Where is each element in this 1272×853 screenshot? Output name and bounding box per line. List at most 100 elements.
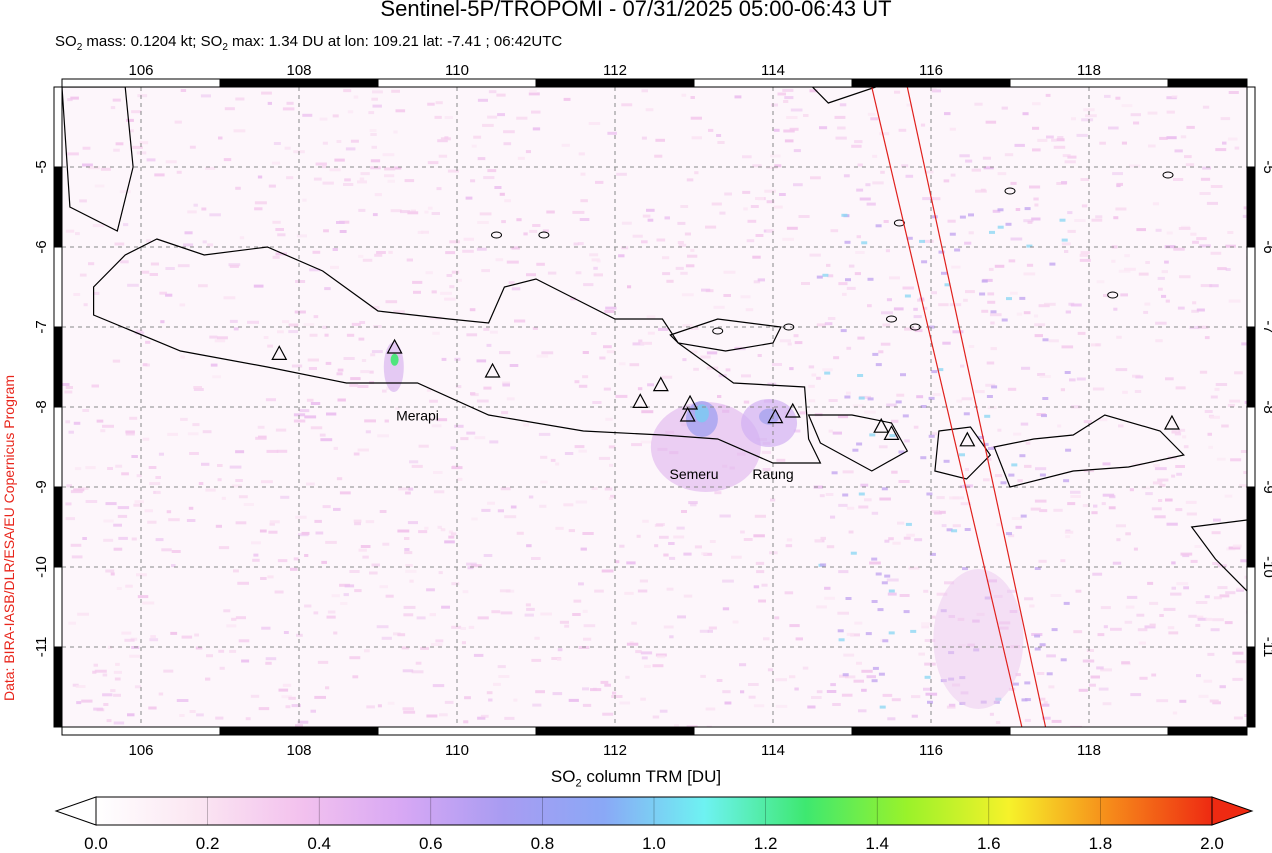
coastline	[934, 426, 992, 480]
colorbar-tick-label: 1.2	[754, 834, 778, 853]
volcano-icon	[873, 417, 890, 433]
lat-tick-label-left: -7	[33, 320, 50, 333]
island	[909, 323, 921, 331]
colorbar-tick-label: 0.0	[84, 834, 108, 853]
island	[1107, 291, 1119, 299]
so2-field	[62, 88, 1247, 727]
frame-bar	[535, 78, 695, 88]
colorbar-tick-label: 0.2	[196, 834, 220, 853]
swath-edge-line	[906, 87, 1047, 727]
colorbar-label-sub: 2	[575, 777, 582, 790]
lon-tick-label-top: 114	[761, 62, 785, 79]
lat-tick-label-right: -7	[1260, 320, 1272, 333]
volcano-icon	[682, 394, 699, 410]
lon-tick-label-top: 110	[445, 62, 469, 79]
lat-tick-label-left: -8	[33, 400, 50, 413]
coastline	[993, 414, 1185, 488]
frame-bar	[53, 486, 63, 568]
colorbar-min-arrow	[54, 796, 97, 826]
island	[1162, 171, 1174, 179]
colorbar-tick-label: 2.0	[1200, 834, 1224, 853]
volcano-label: Raung	[752, 466, 793, 482]
frame-bar	[1246, 406, 1256, 488]
lat-tick-label-left: -11	[33, 637, 50, 658]
colorbar-tick-label: 0.4	[307, 834, 331, 853]
lon-tick-label-bottom: 114	[761, 742, 785, 759]
colorbar-tick-label: 1.4	[865, 834, 889, 853]
frame-bar	[1246, 646, 1256, 728]
island	[712, 327, 724, 335]
frame-bar	[1009, 726, 1169, 736]
colorbar-tick-label: 1.0	[642, 834, 666, 853]
colorbar-tick-label: 0.6	[419, 834, 443, 853]
frame-bar	[53, 166, 63, 248]
swath-edge-line	[871, 87, 1023, 727]
island	[886, 315, 897, 323]
coastline	[62, 87, 134, 232]
lat-tick-label-left: -10	[33, 556, 50, 578]
coastline	[93, 238, 822, 464]
frame-bar	[1246, 246, 1256, 328]
lat-tick-label-right: -11	[1260, 637, 1272, 658]
frame-bar	[53, 566, 63, 648]
lat-tick-label-right: -8	[1260, 400, 1272, 413]
frame-bar	[1246, 166, 1256, 248]
lon-tick-label-bottom: 108	[286, 742, 311, 759]
so2-plume	[390, 353, 399, 366]
map-frame	[53, 78, 1256, 736]
frame-bar	[377, 726, 537, 736]
lat-tick-label-left: -9	[33, 480, 50, 493]
subtitle-part: SO	[55, 33, 77, 50]
lon-tick-label-top: 112	[603, 62, 627, 79]
volcano-icon	[784, 402, 801, 418]
frame-bar	[377, 78, 537, 88]
lon-tick-label-bottom: 106	[128, 742, 153, 759]
volcano-icon	[652, 376, 669, 392]
so2-plume	[933, 569, 1024, 709]
coastline	[669, 318, 782, 352]
colorbar-max-arrow	[1211, 796, 1254, 826]
volcano-icon	[679, 406, 696, 422]
frame-bar	[219, 78, 379, 88]
colorbar-label: SO2 column TRM [DU]	[0, 767, 1272, 789]
volcano-icon	[386, 338, 403, 354]
colorbar-label-part: SO	[550, 767, 576, 786]
so2-plume	[694, 404, 709, 423]
subtitle-part: max: 1.34 DU at lon: 109.21 lat: -7.41 ;…	[227, 33, 563, 50]
coastlines	[62, 87, 1247, 592]
subtitle-sub: 2	[76, 42, 83, 53]
volcano-markers: Merapi Semeru Raung	[271, 338, 1180, 482]
lat-tick-label-left: -6	[33, 240, 50, 253]
frame-bar	[53, 326, 63, 408]
island	[783, 323, 795, 331]
lat-tick-label-right: -6	[1260, 240, 1272, 253]
frame-bar	[1246, 326, 1256, 408]
volcano-icon	[883, 425, 900, 440]
lon-tick-label-top: 108	[286, 62, 311, 79]
colorbar: 0.0 0.2 0.4 0.6 0.8 1.0 1.2 1.4 1.6 1.8 2.0	[54, 796, 1254, 853]
colorbar-tick-label: 0.8	[531, 834, 555, 853]
coastline	[811, 87, 876, 104]
frame-bar	[851, 726, 1011, 736]
coastline	[807, 414, 909, 472]
frame-bar	[535, 726, 695, 736]
volcano-icon	[271, 345, 288, 360]
map-axes: 106 106 108 108 110 110 112 112 114 114 116 116 118 1…	[33, 62, 1272, 759]
frame-bar	[1167, 78, 1248, 88]
frame-bar	[693, 78, 853, 88]
lon-tick-label-bottom: 118	[1077, 742, 1101, 759]
frame-bar	[693, 726, 853, 736]
frame-bar	[1246, 566, 1256, 648]
lat-tick-label-right: -5	[1260, 160, 1272, 173]
swath-edge	[871, 87, 1047, 727]
lon-tick-label-top: 118	[1077, 62, 1101, 79]
frame-bar	[1246, 486, 1256, 568]
map-title: Sentinel-5P/TROPOMI - 07/31/2025 05:00-0…	[380, 0, 892, 21]
volcano-icon	[959, 431, 976, 447]
island	[893, 219, 905, 227]
frame-bar	[53, 646, 63, 728]
lon-tick-label-bottom: 116	[919, 742, 943, 759]
subtitle-part: mass: 0.1204 kt; SO	[82, 33, 223, 50]
lat-tick-label-left: -5	[33, 160, 50, 173]
